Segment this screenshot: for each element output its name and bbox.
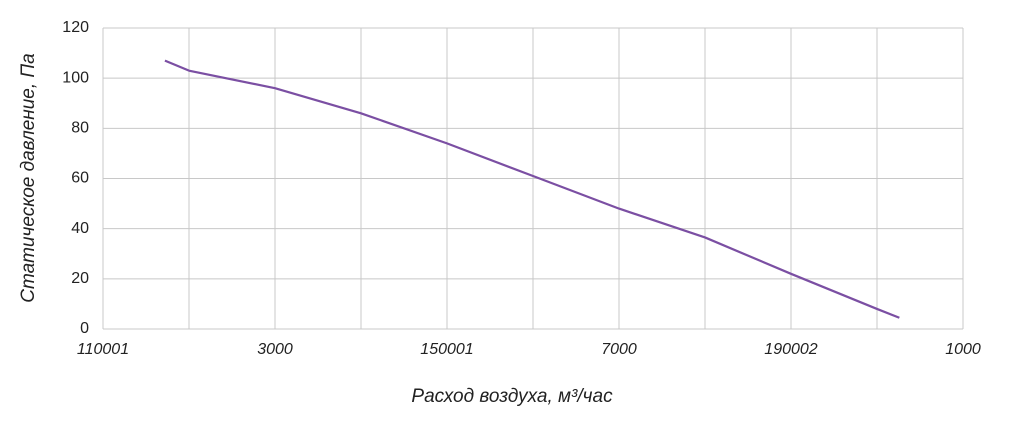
data-line bbox=[164, 59, 900, 319]
y-tick-label: 60 bbox=[71, 170, 89, 187]
x-tick-label: 150001 bbox=[420, 341, 473, 358]
y-tick-label: 40 bbox=[71, 220, 89, 237]
x-tick-label: 7000 bbox=[601, 341, 637, 358]
x-tick-label: 110001 bbox=[77, 341, 129, 358]
y-tick-label: 100 bbox=[62, 69, 89, 86]
x-tick-label: 3000 bbox=[257, 341, 293, 358]
x-tick-label: 1000 bbox=[945, 341, 981, 358]
y-tick-label: 80 bbox=[71, 120, 89, 137]
y-axis-title: Статическое давление, Па bbox=[18, 53, 39, 303]
y-tick-label: 0 bbox=[80, 320, 89, 337]
y-tick-label: 20 bbox=[71, 270, 89, 287]
x-axis-title: Расход воздуха, м³/час bbox=[411, 386, 613, 407]
x-tick-label: 190002 bbox=[764, 341, 817, 358]
y-tick-label: 120 bbox=[62, 19, 89, 36]
